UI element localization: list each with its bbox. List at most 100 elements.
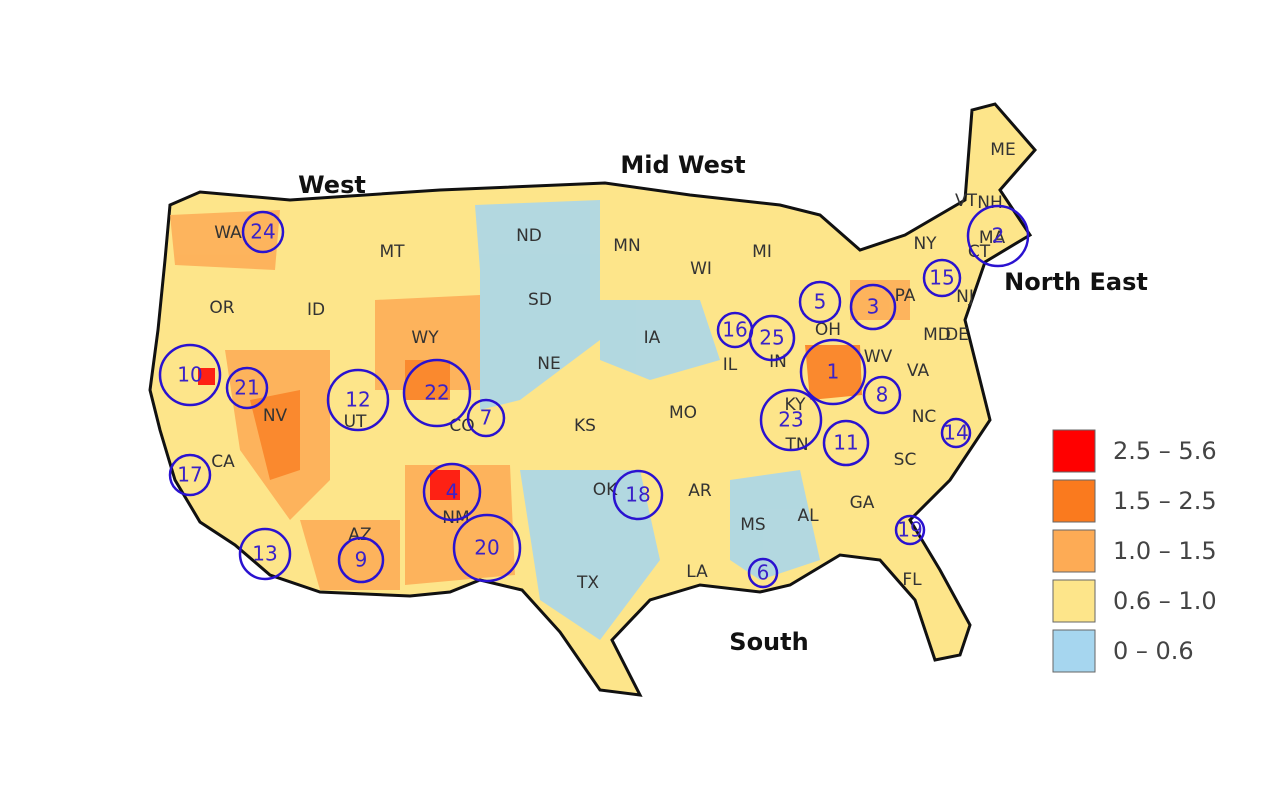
state-label: NY xyxy=(913,234,937,254)
state-label: OH xyxy=(815,320,841,340)
state-label: UT xyxy=(344,412,367,432)
state-label: WA xyxy=(214,223,242,243)
cluster-label: 1 xyxy=(827,360,840,384)
cluster-label: 8 xyxy=(876,383,889,407)
legend-label: 1.0 – 1.5 xyxy=(1113,537,1217,565)
state-label: GA xyxy=(850,493,875,513)
state-label: AR xyxy=(688,481,712,501)
state-label: AZ xyxy=(348,525,371,545)
region-label: Mid West xyxy=(620,151,745,179)
region-label: West xyxy=(298,171,366,199)
cluster-label: 3 xyxy=(867,295,880,319)
state-label: SD xyxy=(528,290,552,310)
state-label: CT xyxy=(968,242,991,262)
cluster-label: 22 xyxy=(424,381,449,405)
cluster-circle xyxy=(238,527,292,581)
cluster-circle xyxy=(747,557,779,589)
state-label: VT xyxy=(955,191,978,211)
state-label: LA xyxy=(686,562,708,582)
state-label: SC xyxy=(894,450,917,470)
state-label: KY xyxy=(785,395,807,415)
cluster-label: 6 xyxy=(757,561,770,585)
cluster-label: 11 xyxy=(833,431,858,455)
cluster-label: 20 xyxy=(474,536,499,560)
cluster-label: 19 xyxy=(897,518,922,542)
cluster-circle xyxy=(168,453,212,497)
cluster-label: 15 xyxy=(929,266,954,290)
cluster-circle xyxy=(748,314,796,362)
legend-label: 2.5 – 5.6 xyxy=(1113,437,1217,465)
state-label: ME xyxy=(990,140,1015,160)
cluster-label: 4 xyxy=(446,480,459,504)
cluster-circle xyxy=(922,258,962,298)
cluster-label: 18 xyxy=(625,483,650,507)
cluster-circle xyxy=(799,338,867,406)
cluster-circle xyxy=(402,358,472,428)
state-label: NC xyxy=(912,407,937,427)
state-label: TN xyxy=(784,435,808,455)
state-label: NE xyxy=(537,354,560,374)
state-label: AL xyxy=(797,506,819,526)
state-label: MN xyxy=(613,236,640,256)
cluster-label: 5 xyxy=(814,290,827,314)
state-label: MD xyxy=(923,325,951,345)
cluster-label: 17 xyxy=(177,463,202,487)
state-label: FL xyxy=(902,570,922,590)
region-label: South xyxy=(729,628,808,656)
state-label: MT xyxy=(379,242,405,262)
cluster-circle xyxy=(798,280,842,324)
cluster-circle xyxy=(759,388,823,452)
cluster-label: 25 xyxy=(759,326,784,350)
cluster-label: 9 xyxy=(355,548,368,572)
state-label: VA xyxy=(907,361,930,381)
cluster-circle xyxy=(862,375,902,415)
state-label: MS xyxy=(740,515,765,535)
state-label: IA xyxy=(644,328,661,348)
cluster-circle xyxy=(612,469,664,521)
cluster-label: 14 xyxy=(943,421,968,445)
legend-label: 0.6 – 1.0 xyxy=(1113,587,1217,615)
cluster-label: 16 xyxy=(722,318,747,342)
cluster-circle xyxy=(966,204,1030,268)
cluster-circle xyxy=(158,343,222,407)
cluster-label: 13 xyxy=(252,542,277,566)
cluster-circle xyxy=(326,368,390,432)
state-label: NJ xyxy=(956,287,974,307)
cluster-label: 21 xyxy=(234,376,259,400)
legend-swatch xyxy=(1052,479,1096,523)
state-label: OR xyxy=(209,298,234,318)
state-label: PA xyxy=(895,286,916,306)
cluster-circle xyxy=(337,536,385,584)
region-label: North East xyxy=(1004,268,1148,296)
cluster-circle xyxy=(940,417,972,449)
cluster-circle xyxy=(225,366,269,410)
cluster-circle xyxy=(452,513,522,583)
state-label: OK xyxy=(593,480,618,500)
state-label: DE xyxy=(945,325,969,345)
legend-swatch xyxy=(1052,629,1096,673)
legend-label: 1.5 – 2.5 xyxy=(1113,487,1217,515)
cluster-circle xyxy=(422,462,482,522)
cluster-circle xyxy=(894,514,926,546)
state-label: ID xyxy=(307,300,325,320)
state-label: CA xyxy=(211,452,235,472)
cluster-label: 7 xyxy=(480,406,493,430)
cluster-circle xyxy=(822,419,870,467)
state-label: MO xyxy=(669,403,697,423)
state-label: WI xyxy=(690,259,712,279)
state-label: TX xyxy=(576,573,599,593)
state-label: MA xyxy=(979,228,1006,248)
state-label: KS xyxy=(574,416,596,436)
cluster-circle xyxy=(849,283,897,331)
state-label: NH xyxy=(977,193,1003,213)
legend-label: 0 – 0.6 xyxy=(1113,637,1194,665)
cluster-label: 2 xyxy=(992,224,1005,248)
legend-swatch xyxy=(1052,429,1096,473)
state-label: NM xyxy=(442,508,469,528)
cluster-label: 23 xyxy=(778,408,803,432)
legend-swatch xyxy=(1052,579,1096,623)
cluster-label: 24 xyxy=(250,220,275,244)
state-label: NV xyxy=(263,406,288,426)
state-label: ND xyxy=(516,226,542,246)
